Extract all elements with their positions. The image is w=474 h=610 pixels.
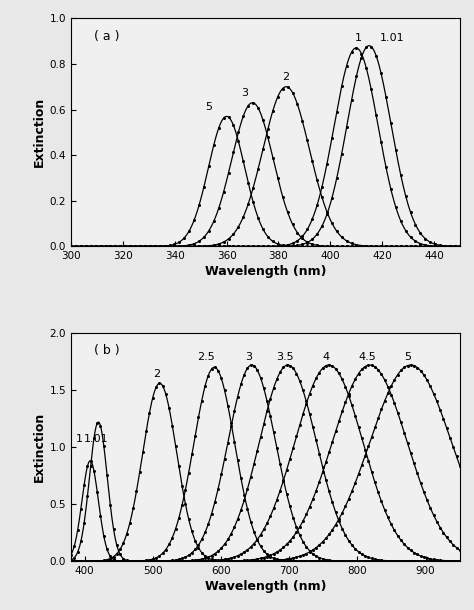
Text: ( a ): ( a )	[94, 30, 120, 43]
Text: 3: 3	[245, 351, 252, 362]
Text: 5: 5	[404, 351, 411, 362]
Text: 1.01: 1.01	[380, 34, 405, 43]
Y-axis label: Extinction: Extinction	[32, 412, 46, 483]
Y-axis label: Extinction: Extinction	[33, 97, 46, 168]
Text: 2.5: 2.5	[197, 351, 215, 362]
Text: 2: 2	[153, 368, 160, 379]
Text: 5: 5	[205, 102, 212, 112]
Text: 2: 2	[283, 72, 290, 82]
Text: 1: 1	[76, 434, 83, 443]
Text: 4.5: 4.5	[358, 351, 376, 362]
Text: 3.5: 3.5	[276, 351, 294, 362]
Text: 4: 4	[323, 351, 330, 362]
Text: 1.01: 1.01	[83, 434, 108, 443]
Text: ( b ): ( b )	[94, 345, 120, 357]
Text: 3: 3	[241, 88, 248, 98]
X-axis label: Wavelength (nm): Wavelength (nm)	[205, 265, 326, 278]
Text: 1: 1	[355, 34, 362, 43]
X-axis label: Wavelength (nm): Wavelength (nm)	[205, 580, 326, 594]
